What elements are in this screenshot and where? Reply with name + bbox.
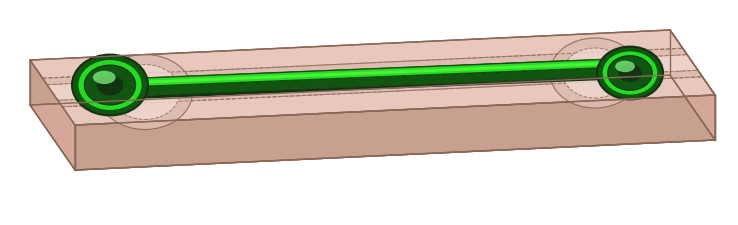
Ellipse shape — [562, 49, 627, 99]
Ellipse shape — [72, 55, 148, 116]
Ellipse shape — [607, 56, 652, 91]
Polygon shape — [134, 61, 605, 87]
Ellipse shape — [597, 47, 663, 100]
Polygon shape — [75, 96, 715, 170]
Ellipse shape — [97, 55, 193, 130]
Polygon shape — [30, 31, 715, 126]
Polygon shape — [47, 55, 698, 101]
Ellipse shape — [602, 52, 658, 96]
Polygon shape — [135, 78, 605, 99]
Polygon shape — [43, 49, 703, 107]
Ellipse shape — [93, 71, 116, 85]
Ellipse shape — [550, 39, 640, 108]
Polygon shape — [670, 31, 715, 140]
Ellipse shape — [110, 65, 180, 120]
Polygon shape — [135, 63, 605, 85]
Ellipse shape — [77, 60, 142, 111]
Ellipse shape — [618, 65, 641, 83]
Polygon shape — [134, 60, 605, 97]
Polygon shape — [30, 76, 715, 170]
Ellipse shape — [84, 66, 136, 106]
Ellipse shape — [97, 75, 123, 96]
Ellipse shape — [83, 86, 137, 116]
Ellipse shape — [615, 61, 635, 73]
Polygon shape — [30, 61, 75, 170]
Ellipse shape — [607, 74, 653, 100]
